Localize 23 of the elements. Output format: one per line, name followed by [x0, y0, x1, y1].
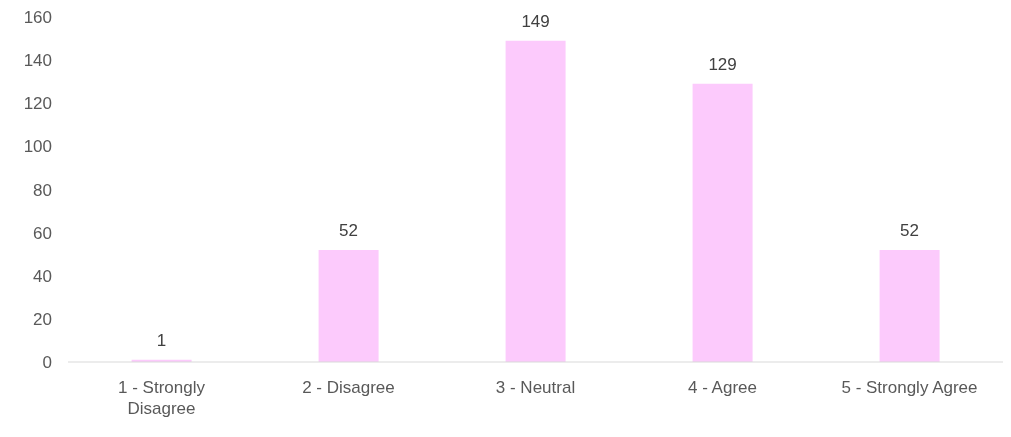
bar	[318, 249, 379, 362]
x-tick-label: 5 - Strongly Agree	[841, 378, 978, 398]
x-tick-label: 3 - Neutral	[495, 378, 576, 398]
bar	[692, 83, 753, 362]
y-tick-label: 100	[23, 137, 52, 157]
x-tick-label: 2 - Disagree	[302, 378, 395, 398]
y-tick-label: 60	[33, 223, 52, 243]
y-tick-label: 40	[33, 266, 52, 286]
bar	[879, 249, 940, 362]
y-tick-label: 160	[23, 8, 52, 28]
data-label: 129	[708, 54, 737, 74]
bar	[505, 40, 566, 362]
x-tick-label: 4 - Agree	[688, 378, 757, 398]
data-label: 52	[900, 220, 920, 240]
x-tick-label: 1 - Strongly Disagree	[118, 378, 206, 418]
y-tick-label: 80	[33, 180, 52, 200]
y-tick-label: 120	[23, 94, 52, 114]
data-label: 52	[339, 220, 359, 240]
data-label: 149	[521, 11, 550, 31]
y-tick-label: 0	[42, 353, 52, 373]
y-tick-label: 140	[23, 51, 52, 71]
y-tick-label: 20	[33, 309, 52, 329]
data-label: 1	[156, 330, 167, 350]
